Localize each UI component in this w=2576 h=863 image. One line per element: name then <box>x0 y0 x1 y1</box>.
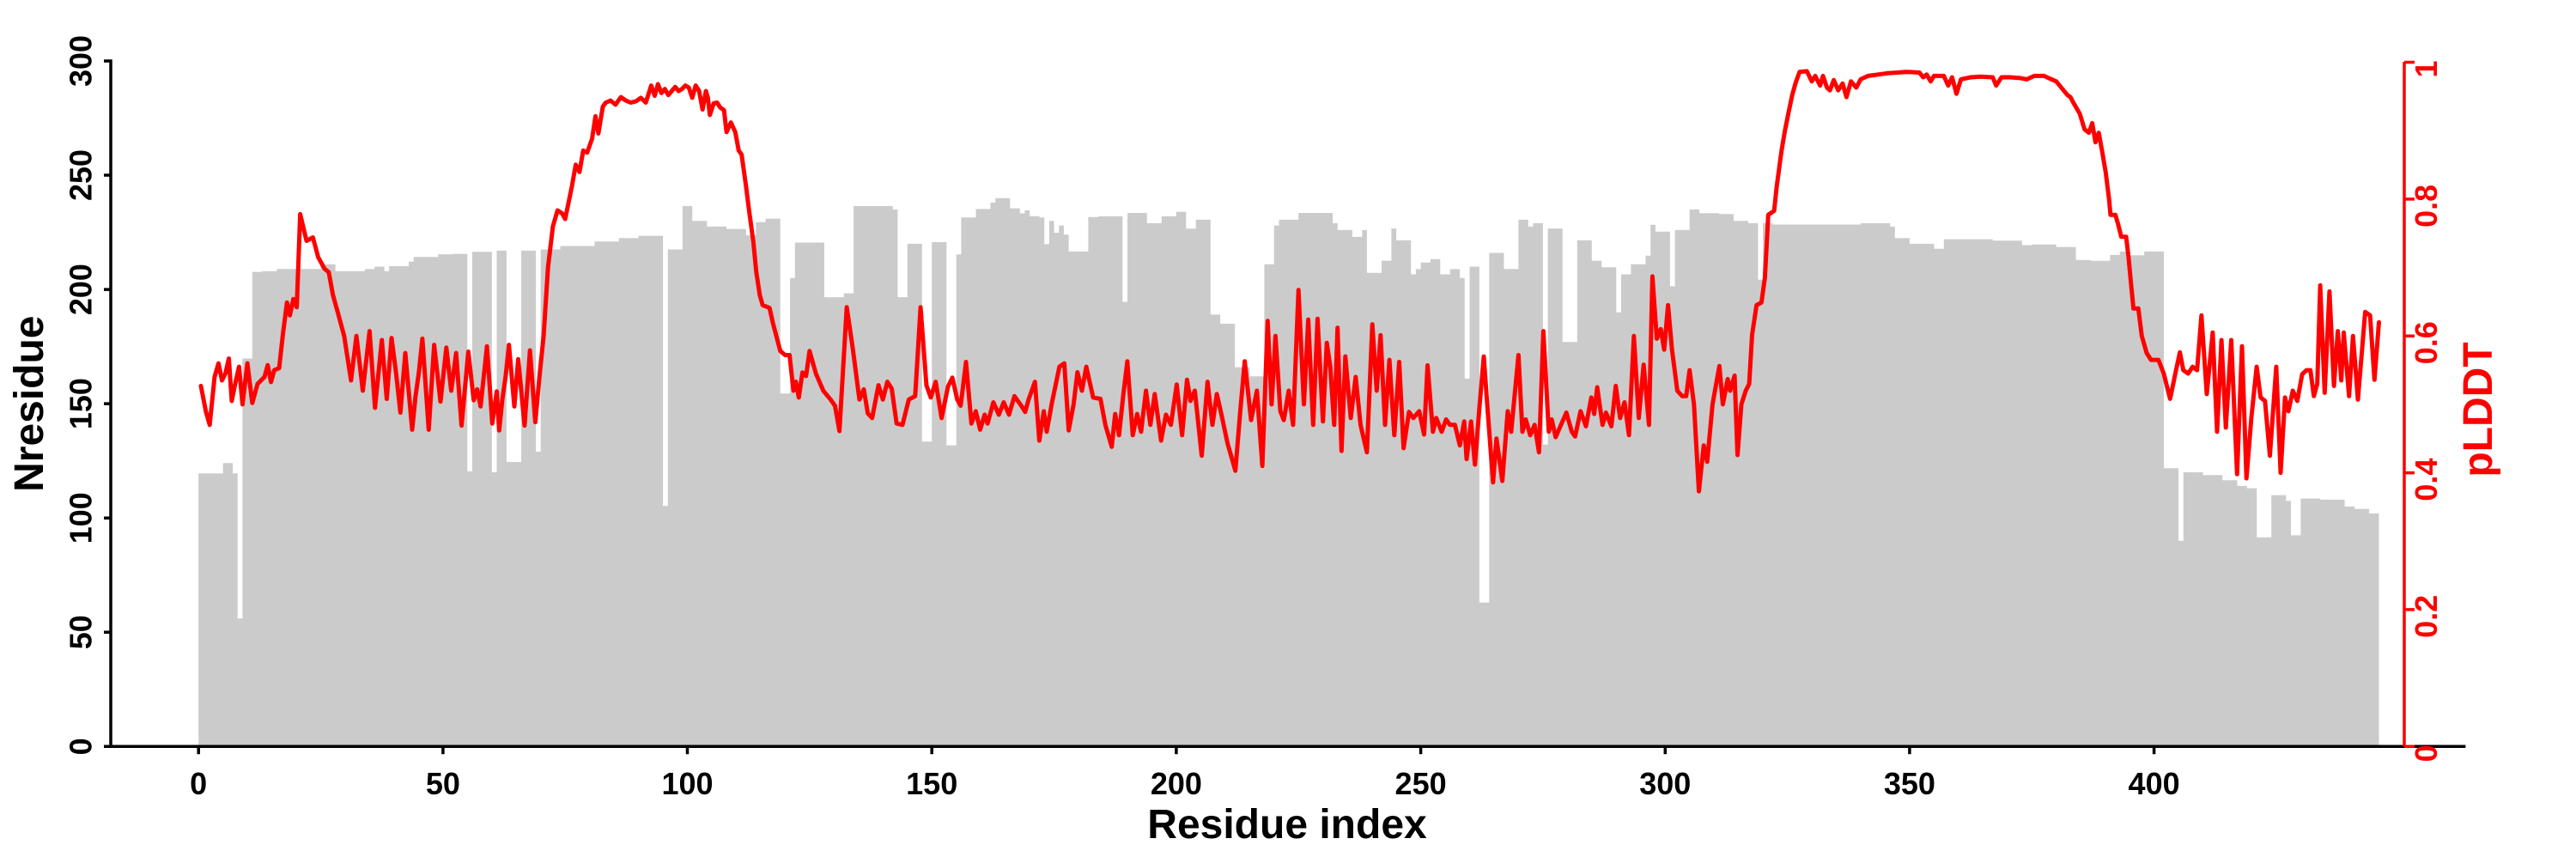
svg-text:200: 200 <box>1151 766 1202 801</box>
svg-text:0.2: 0.2 <box>2409 595 2444 638</box>
svg-text:Nresidue: Nresidue <box>7 315 52 491</box>
svg-text:50: 50 <box>426 766 460 801</box>
svg-text:100: 100 <box>661 766 713 801</box>
svg-text:150: 150 <box>906 766 957 801</box>
svg-text:0.6: 0.6 <box>2409 321 2444 364</box>
svg-text:1: 1 <box>2409 60 2444 77</box>
svg-text:0.4: 0.4 <box>2409 459 2444 501</box>
svg-text:250: 250 <box>64 149 99 201</box>
svg-text:350: 350 <box>1884 766 1935 801</box>
svg-text:Residue index: Residue index <box>1147 802 1427 848</box>
svg-text:0: 0 <box>2409 744 2444 762</box>
svg-text:300: 300 <box>1639 766 1691 801</box>
svg-text:250: 250 <box>1395 766 1447 801</box>
svg-text:100: 100 <box>64 492 99 544</box>
svg-text:50: 50 <box>64 615 99 649</box>
svg-text:150: 150 <box>64 378 99 429</box>
svg-text:200: 200 <box>64 264 99 315</box>
svg-text:0: 0 <box>190 766 207 801</box>
svg-text:0.8: 0.8 <box>2409 185 2444 228</box>
svg-text:400: 400 <box>2129 766 2180 801</box>
svg-text:pLDDT: pLDDT <box>2456 342 2501 477</box>
svg-text:300: 300 <box>64 35 99 87</box>
svg-text:0: 0 <box>64 738 99 755</box>
